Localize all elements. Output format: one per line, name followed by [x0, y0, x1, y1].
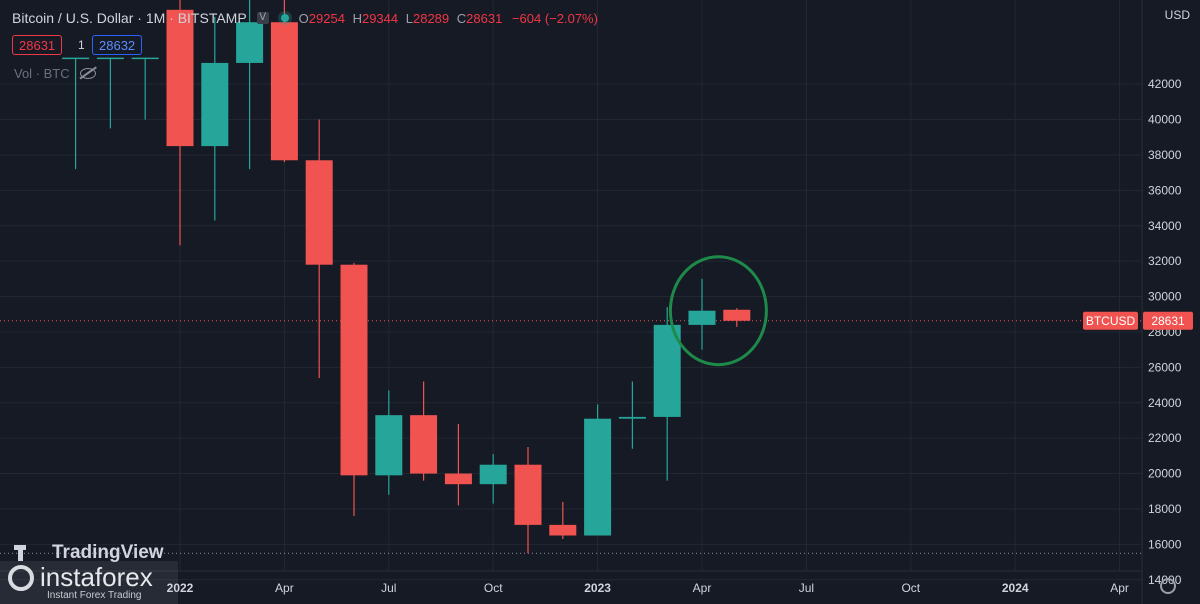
x-tick-label: Apr: [693, 581, 712, 595]
x-tick-label: Apr: [1110, 581, 1129, 595]
y-tick-label: 38000: [1148, 148, 1182, 162]
candle-body: [549, 524, 577, 536]
instaforex-tagline: Instant Forex Trading: [47, 590, 142, 601]
y-tick-label: 26000: [1148, 360, 1182, 374]
y-tick-label: 42000: [1148, 77, 1182, 91]
quantity-label: 1: [78, 38, 85, 52]
x-tick-label: Apr: [275, 581, 294, 595]
ohlc-close: 28631: [466, 10, 503, 26]
last-price-tag: [1143, 311, 1193, 330]
candle-body: [410, 415, 438, 474]
candle-body: [340, 264, 368, 476]
y-tick-label: 18000: [1148, 502, 1182, 516]
candle-body: [723, 309, 751, 321]
candle-body: [584, 418, 612, 536]
candle-body: [653, 324, 681, 417]
chart-header: Bitcoin / U.S. Dollar · 1M · BITSTAMP ᐯ …: [12, 8, 598, 28]
y-tick-label: 40000: [1148, 113, 1182, 127]
x-tick-label: Jul: [381, 581, 396, 595]
x-tick-label: Oct: [901, 581, 920, 595]
volume-legend: Vol · BTC: [14, 66, 96, 81]
x-tick-label: Oct: [484, 581, 503, 595]
x-tick-label: 2022: [167, 581, 194, 595]
currency-selector[interactable]: USD: [1164, 8, 1190, 22]
candle-body: [96, 57, 124, 60]
candle-body: [375, 415, 403, 476]
candle-body: [62, 57, 90, 60]
y-tick-label: 32000: [1148, 254, 1182, 268]
y-tick-label: 36000: [1148, 183, 1182, 197]
buy-button[interactable]: 28632: [92, 35, 143, 55]
instaforex-logo: instaforex: [8, 562, 153, 593]
ohlc-change: −604 (−2.07%): [511, 10, 598, 26]
y-tick-label: 30000: [1148, 290, 1182, 304]
y-tick-label: 24000: [1148, 396, 1182, 410]
candle-body: [618, 416, 646, 419]
candle-body: [688, 310, 716, 325]
symbol-tag: [1083, 311, 1138, 330]
ohlc-open: 29254: [308, 10, 345, 26]
x-tick-label: Jul: [799, 581, 814, 595]
x-tick-label: 2023: [584, 581, 611, 595]
ohlc-high: 29344: [361, 10, 399, 26]
x-tick-label: 2024: [1002, 581, 1029, 595]
instaforex-gear-icon: [8, 564, 34, 591]
chevron-down-icon[interactable]: ᐯ: [256, 12, 269, 24]
market-status-icon: [280, 14, 289, 22]
candle-body: [305, 160, 333, 265]
candle-body: [479, 464, 507, 485]
y-tick-label: 16000: [1148, 537, 1182, 551]
y-tick-label: 34000: [1148, 219, 1182, 233]
candle-body: [201, 62, 229, 147]
annotation-ellipse: [668, 255, 768, 367]
candle-body: [270, 22, 298, 161]
candle-body: [514, 464, 542, 525]
ohlc-values: O29254 H29344 L28289 C28631 −604 (−2.07%…: [298, 10, 598, 26]
tradingview-logo[interactable]: TradingView: [14, 542, 164, 564]
candle-body: [236, 22, 264, 63]
last-price-label: 28631: [1151, 314, 1185, 328]
volume-label: Vol · BTC: [14, 66, 70, 81]
ohlc-low: 28289: [412, 10, 450, 26]
symbol-title[interactable]: Bitcoin / U.S. Dollar · 1M · BITSTAMP: [12, 10, 247, 26]
candle-body: [444, 473, 472, 485]
gear-icon[interactable]: [1160, 578, 1176, 594]
y-tick-label: 20000: [1148, 467, 1182, 481]
candle-body: [131, 57, 159, 60]
hide-eye-icon[interactable]: [79, 68, 96, 79]
sell-button[interactable]: 28631: [12, 35, 63, 55]
symbol-tag-label: BTCUSD: [1086, 314, 1136, 328]
tradingview-mark-icon: [14, 545, 44, 561]
candle-body: [166, 9, 194, 147]
y-tick-label: 22000: [1148, 431, 1182, 445]
